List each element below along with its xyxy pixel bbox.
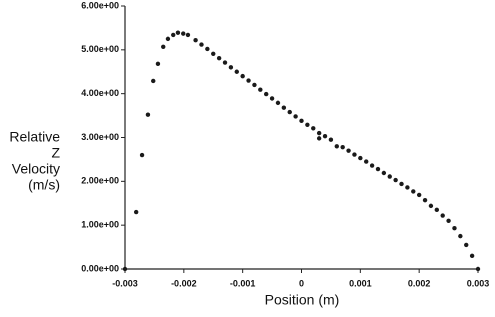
point [264, 91, 269, 97]
y-axis-label: (m/s) [28, 177, 60, 193]
x-tick-label: 0.003 [467, 278, 490, 288]
point [287, 109, 292, 115]
point [199, 42, 204, 47]
point [151, 78, 156, 84]
point [175, 30, 181, 35]
point [165, 36, 171, 42]
point [145, 112, 151, 117]
y-tick-label: 5.00e+00 [81, 44, 119, 54]
y-tick-label: 4.00e+00 [81, 88, 119, 98]
point [161, 44, 166, 49]
point [469, 253, 475, 259]
point [334, 144, 339, 149]
point [399, 181, 404, 187]
x-tick-label: 0.002 [408, 278, 431, 288]
y-axis-label: Z [51, 145, 60, 161]
point [228, 65, 234, 70]
point [340, 144, 345, 150]
point [222, 60, 228, 65]
point [258, 87, 263, 92]
y-tick-label: 3.00e+00 [81, 132, 119, 142]
x-axis-label: Position (m) [265, 292, 340, 308]
point [216, 55, 222, 61]
point [311, 126, 316, 131]
point [299, 118, 304, 124]
point [133, 209, 139, 215]
point [240, 73, 245, 79]
point [387, 174, 392, 179]
point [281, 105, 287, 110]
point [205, 46, 210, 52]
y-tick-label: 6.00e+00 [81, 0, 119, 10]
point [155, 61, 161, 67]
point [122, 266, 128, 272]
x-tick-label: 0 [299, 278, 304, 288]
point [405, 185, 410, 190]
point [293, 114, 298, 119]
point [322, 133, 328, 139]
point [171, 32, 176, 38]
y-axis-label: Velocity [12, 161, 60, 177]
point [246, 78, 251, 83]
point [458, 233, 463, 239]
y-axis-label: Relative [9, 129, 60, 145]
point [434, 207, 440, 213]
point [346, 148, 351, 153]
y-tick-label: 2.00e+00 [81, 176, 119, 186]
point [358, 155, 363, 161]
point [375, 166, 381, 172]
point [269, 96, 275, 101]
point [422, 197, 428, 203]
point [252, 82, 257, 88]
point [211, 51, 216, 56]
x-tick-label: -0.001 [230, 278, 256, 288]
point [234, 69, 239, 74]
point [393, 177, 398, 183]
x-tick-label: -0.003 [112, 278, 138, 288]
point [181, 31, 186, 36]
point [464, 242, 469, 248]
point [416, 192, 422, 198]
point [139, 152, 145, 158]
point [352, 152, 357, 157]
point [185, 32, 191, 38]
point [428, 203, 434, 209]
point [316, 136, 322, 141]
point [452, 226, 457, 231]
point [305, 122, 310, 127]
point [475, 266, 481, 272]
point [193, 37, 198, 43]
point [369, 163, 375, 168]
point [440, 213, 445, 218]
x-tick-label: -0.002 [171, 278, 197, 288]
point [275, 100, 281, 106]
point [364, 159, 369, 164]
x-tick-label: 0.001 [349, 278, 372, 288]
point [316, 130, 322, 136]
point [411, 189, 416, 194]
y-tick-label: 0.00e+00 [81, 263, 119, 273]
point [328, 137, 334, 142]
point [381, 170, 387, 176]
y-tick-label: 1.00e+00 [81, 220, 119, 230]
point [446, 218, 451, 223]
